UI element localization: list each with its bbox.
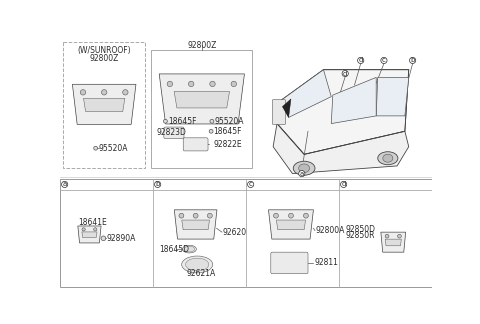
Text: 18641E: 18641E xyxy=(78,218,107,227)
Polygon shape xyxy=(376,77,409,116)
Circle shape xyxy=(80,90,86,95)
Circle shape xyxy=(164,119,168,123)
Circle shape xyxy=(210,81,215,87)
Circle shape xyxy=(340,181,347,188)
Text: 95520A: 95520A xyxy=(99,144,128,153)
Polygon shape xyxy=(174,91,229,108)
Circle shape xyxy=(358,57,364,64)
Polygon shape xyxy=(84,98,125,111)
Circle shape xyxy=(101,90,107,95)
Text: (W/SUNROOF): (W/SUNROOF) xyxy=(77,46,131,55)
Polygon shape xyxy=(78,226,101,243)
Text: c: c xyxy=(249,181,252,187)
Ellipse shape xyxy=(293,161,315,175)
Text: 92811: 92811 xyxy=(314,259,338,267)
Polygon shape xyxy=(72,84,136,124)
Polygon shape xyxy=(174,210,217,239)
Circle shape xyxy=(82,228,85,231)
Circle shape xyxy=(61,181,68,188)
Polygon shape xyxy=(381,232,406,252)
Text: 18645D: 18645D xyxy=(159,245,189,254)
Ellipse shape xyxy=(378,152,398,165)
FancyBboxPatch shape xyxy=(272,100,286,124)
Text: 92823D: 92823D xyxy=(157,128,187,137)
Circle shape xyxy=(193,213,198,218)
Text: d: d xyxy=(341,181,346,187)
Circle shape xyxy=(167,81,173,87)
Circle shape xyxy=(288,213,293,218)
Ellipse shape xyxy=(186,258,209,271)
Circle shape xyxy=(179,213,184,218)
Polygon shape xyxy=(385,239,401,246)
FancyBboxPatch shape xyxy=(271,252,308,274)
Polygon shape xyxy=(182,220,209,230)
Circle shape xyxy=(248,181,254,188)
Text: 92800Z: 92800Z xyxy=(187,40,216,50)
Text: 92822E: 92822E xyxy=(214,140,242,149)
Polygon shape xyxy=(281,70,331,117)
Circle shape xyxy=(123,90,128,95)
Circle shape xyxy=(210,119,214,123)
Text: 92621A: 92621A xyxy=(186,269,216,278)
FancyBboxPatch shape xyxy=(183,138,208,151)
Circle shape xyxy=(342,70,348,76)
Circle shape xyxy=(299,170,305,177)
Bar xyxy=(60,179,432,287)
Ellipse shape xyxy=(184,246,195,252)
Circle shape xyxy=(94,228,97,231)
Circle shape xyxy=(209,129,213,133)
Circle shape xyxy=(409,57,416,64)
Polygon shape xyxy=(282,99,291,117)
Text: d: d xyxy=(343,71,348,76)
Text: 92890A: 92890A xyxy=(107,234,136,243)
Polygon shape xyxy=(276,220,306,230)
Circle shape xyxy=(385,234,389,238)
Text: a: a xyxy=(62,181,67,187)
Ellipse shape xyxy=(383,154,393,162)
Polygon shape xyxy=(277,70,409,154)
Circle shape xyxy=(101,236,106,241)
Circle shape xyxy=(189,81,194,87)
Polygon shape xyxy=(159,74,244,124)
Ellipse shape xyxy=(182,245,196,253)
Bar xyxy=(152,50,252,168)
Text: 18645F: 18645F xyxy=(168,117,196,126)
Text: 92800Z: 92800Z xyxy=(89,54,119,63)
Circle shape xyxy=(303,213,308,218)
Polygon shape xyxy=(331,77,376,123)
Text: a: a xyxy=(300,171,304,177)
Text: b: b xyxy=(410,57,415,64)
Circle shape xyxy=(155,181,161,188)
Text: 95520A: 95520A xyxy=(214,117,244,126)
Polygon shape xyxy=(268,210,313,239)
FancyBboxPatch shape xyxy=(164,127,184,139)
Polygon shape xyxy=(82,232,97,237)
Circle shape xyxy=(381,57,387,64)
Ellipse shape xyxy=(299,164,310,173)
Text: 18645F: 18645F xyxy=(214,127,242,136)
Circle shape xyxy=(231,81,237,87)
Polygon shape xyxy=(273,123,409,174)
Circle shape xyxy=(274,213,278,218)
Bar xyxy=(63,42,145,168)
Text: b: b xyxy=(156,181,160,187)
Text: 92620: 92620 xyxy=(223,228,247,237)
Text: c: c xyxy=(382,57,386,64)
Circle shape xyxy=(94,146,97,150)
Circle shape xyxy=(397,234,401,238)
Text: 92850D: 92850D xyxy=(345,225,375,234)
Circle shape xyxy=(207,213,212,218)
Text: d: d xyxy=(359,57,363,64)
Text: 92850R: 92850R xyxy=(345,231,375,240)
Ellipse shape xyxy=(181,256,213,273)
Text: 92800A: 92800A xyxy=(316,226,345,235)
